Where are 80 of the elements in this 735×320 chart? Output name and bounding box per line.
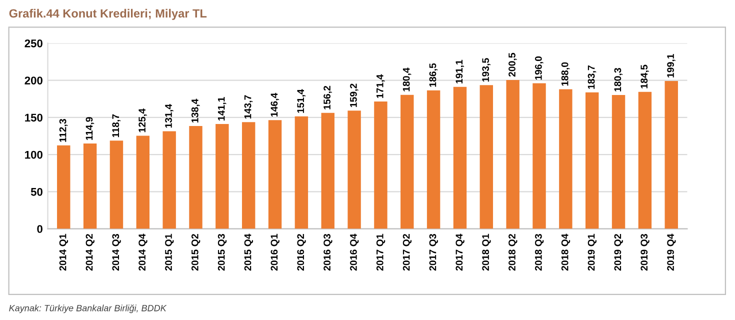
data-label: 118,7 (112, 114, 120, 138)
bar (189, 126, 202, 229)
x-tick-label: 2015 Q4 (244, 234, 254, 271)
data-label: 196,0 (534, 56, 544, 80)
x-tick-label: 2017 Q2 (402, 234, 412, 271)
x-tick-label: 2017 Q1 (376, 234, 386, 271)
data-label: 186,5 (429, 63, 438, 87)
x-tick-label: 2018 Q1 (482, 234, 491, 271)
bar (162, 131, 176, 229)
y-tick-label: 100 (25, 150, 42, 159)
bar (321, 112, 334, 229)
bar (348, 110, 361, 229)
data-label: 131,4 (165, 104, 174, 128)
x-tick-label: 2017 Q3 (429, 234, 438, 271)
x-tick-label: 2019 Q2 (614, 234, 623, 271)
data-label: 183,7 (588, 66, 596, 89)
bar (612, 94, 626, 229)
y-tick-label: 250 (24, 39, 42, 48)
data-label: 171,4 (376, 74, 385, 98)
chart-title: Grafik.44 Konut Kredileri; Milyar TL (9, 8, 207, 20)
x-tick-label: 2016 Q2 (297, 234, 306, 271)
data-label: 199,1 (667, 54, 676, 78)
bar (559, 89, 572, 229)
bar (268, 120, 282, 229)
y-tick-label: 200 (24, 76, 42, 84)
data-label: 112,3 (59, 119, 68, 142)
data-label: 146,4 (270, 92, 280, 117)
bar (294, 116, 308, 229)
bar (638, 92, 652, 229)
data-label: 151,4 (297, 89, 306, 113)
data-label: 180,3 (614, 68, 623, 92)
x-tick-label: 2014 Q1 (59, 234, 68, 271)
x-tick-label: 2019 Q3 (640, 234, 650, 271)
data-label: 193,5 (482, 58, 490, 82)
y-tick-label: 0 (37, 225, 42, 233)
bar (664, 80, 678, 229)
bar (136, 136, 150, 229)
data-label: 114,9 (86, 117, 94, 140)
data-label: 141,1 (218, 97, 226, 120)
y-tick-label: 150 (25, 114, 42, 122)
data-label: 156,2 (324, 86, 332, 110)
x-tick-label: 2015 Q3 (218, 234, 227, 271)
bar (480, 85, 494, 229)
bar (532, 83, 546, 229)
x-tick-label: 2018 Q4 (561, 234, 570, 271)
data-label: 200,5 (508, 52, 517, 77)
x-tick-label: 2014 Q3 (112, 234, 121, 271)
data-label: 125,4 (138, 108, 147, 132)
x-tick-label: 2014 Q2 (86, 234, 94, 271)
data-label: 159,2 (350, 84, 358, 108)
bar (426, 90, 440, 229)
y-tick-label: 50 (30, 188, 42, 196)
x-tick-label: 2018 Q2 (508, 234, 518, 271)
bar (585, 92, 599, 229)
bar (83, 144, 97, 229)
x-tick-label: 2016 Q3 (324, 234, 332, 271)
bar (400, 94, 414, 229)
x-tick-label: 2016 Q1 (270, 234, 280, 271)
data-label: 143,7 (244, 95, 253, 119)
x-tick-label: 2019 Q4 (667, 234, 676, 271)
x-tick-label: 2016 Q4 (350, 234, 359, 271)
bar (242, 122, 256, 229)
x-tick-label: 2015 Q2 (191, 234, 200, 271)
bar (216, 124, 229, 229)
bar (453, 86, 467, 229)
data-label: 180,4 (402, 68, 412, 92)
data-label: 138,4 (191, 98, 200, 122)
data-label: 184,5 (640, 64, 649, 88)
text: Kaynak: Türkiye Bankalar Birliği, BDDK (9, 304, 167, 314)
x-tick-label: 2015 Q1 (165, 234, 174, 271)
x-tick-label: 2019 Q1 (588, 234, 597, 271)
data-label: 188,0 (561, 62, 570, 86)
bar (110, 140, 124, 229)
x-tick-label: 2014 Q4 (138, 234, 148, 271)
x-tick-label: 2018 Q3 (534, 234, 544, 271)
bar (57, 145, 70, 229)
x-tick-label: 2017 Q4 (456, 234, 464, 271)
bar (374, 102, 388, 229)
bar (506, 80, 520, 229)
data-label: 191,1 (456, 60, 464, 84)
